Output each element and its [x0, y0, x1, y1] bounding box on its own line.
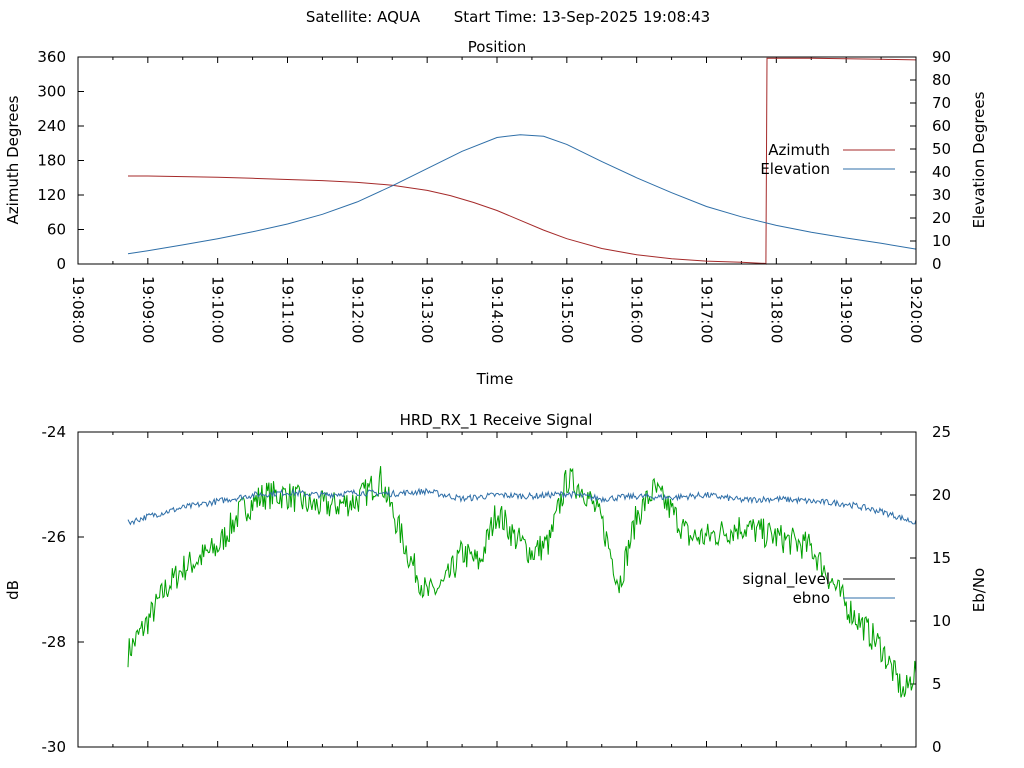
- y-right-tick-label: 0: [932, 255, 942, 273]
- y-right-tick-label: 10: [932, 232, 951, 250]
- y-right-tick-label: 60: [932, 117, 951, 135]
- y-left-tick-label: 60: [47, 221, 66, 239]
- y-right-tick-label: 25: [932, 423, 951, 441]
- y-left-tick-label: -30: [42, 738, 67, 756]
- time-axis-label: Time: [476, 370, 514, 388]
- y-right-tick-label: 90: [932, 48, 951, 66]
- x-tick-label: 19:16:00: [628, 276, 646, 343]
- y-left-tick-label: -28: [42, 633, 67, 651]
- azimuth-axis-label: Azimuth Degrees: [4, 95, 22, 224]
- series-elevation-line: [127, 134, 917, 255]
- y-left-tick-label: -24: [42, 423, 67, 441]
- y-right-tick-label: 0: [932, 738, 942, 756]
- satellite-label: Satellite: AQUA: [306, 8, 421, 26]
- y-left-tick-label: 120: [37, 186, 66, 204]
- position-plot-frame: [77, 56, 917, 265]
- x-tick-label: 19:13:00: [418, 276, 436, 343]
- x-tick-label: 19:20:00: [907, 276, 925, 343]
- ebno-axis-label: Eb/No: [970, 568, 988, 612]
- legend-label: signal_level: [742, 570, 830, 589]
- y-right-tick-label: 80: [932, 71, 951, 89]
- x-tick-label: 19:14:00: [488, 276, 506, 343]
- position-chart: Position Azimuth Degrees Elevation Degre…: [4, 38, 988, 388]
- y-right-tick-label: 50: [932, 140, 951, 158]
- y-left-tick-label: -26: [42, 528, 67, 546]
- y-left-tick-label: 0: [56, 255, 66, 273]
- legend-label: Elevation: [760, 160, 830, 178]
- series-azimuth-line: [128, 57, 917, 265]
- y-right-tick-label: 40: [932, 163, 951, 181]
- y-right-tick-label: 70: [932, 94, 951, 112]
- y-left-tick-label: 360: [37, 48, 66, 66]
- x-tick-label: 19:15:00: [558, 276, 576, 343]
- y-right-tick-label: 20: [932, 486, 951, 504]
- x-tick-label: 19:08:00: [69, 276, 87, 343]
- x-tick-label: 19:10:00: [209, 276, 227, 343]
- x-tick-label: 19:09:00: [139, 276, 157, 343]
- db-axis-label: dB: [4, 580, 22, 600]
- x-tick-label: 19:17:00: [698, 276, 716, 343]
- receive-signal-chart-title: HRD_RX_1 Receive Signal: [400, 411, 593, 430]
- y-right-tick-label: 15: [932, 549, 951, 567]
- legend-label: ebno: [793, 589, 830, 607]
- y-right-tick-label: 5: [932, 675, 942, 693]
- x-tick-label: 19:11:00: [279, 276, 297, 343]
- series-ebno-line: [127, 487, 917, 526]
- legend-label: Azimuth: [768, 141, 830, 159]
- elevation-axis-label: Elevation Degrees: [970, 91, 988, 228]
- receive-signal-plot-frame: [77, 431, 917, 748]
- series-signal-level-line: [127, 466, 917, 698]
- receive-signal-chart: HRD_RX_1 Receive Signal dB Eb/No -30 -28 -…: [4, 411, 988, 756]
- y-left-tick-label: 180: [37, 152, 66, 170]
- y-left-tick-label: 240: [37, 117, 66, 135]
- x-tick-label: 19:18:00: [767, 276, 785, 343]
- start-time-label: Start Time: 13-Sep-2025 19:08:43: [454, 8, 710, 26]
- x-tick-label: 19:19:00: [837, 276, 855, 343]
- y-left-tick-label: 300: [37, 83, 66, 101]
- y-right-tick-label: 30: [932, 186, 951, 204]
- y-right-tick-label: 10: [932, 612, 951, 630]
- y-right-tick-label: 20: [932, 209, 951, 227]
- position-chart-title: Position: [468, 38, 526, 56]
- x-tick-label: 19:12:00: [348, 276, 366, 343]
